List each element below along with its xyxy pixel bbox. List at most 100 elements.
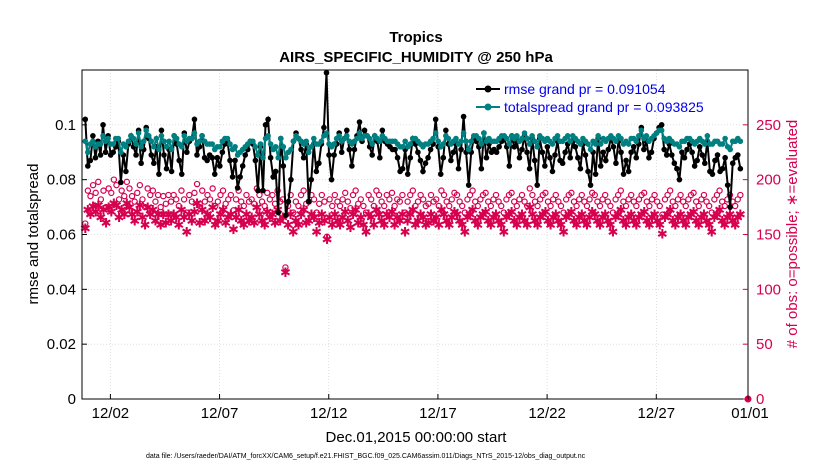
possible-obs-point <box>591 191 598 199</box>
totalspread-point <box>224 135 231 142</box>
evaluated-obs-point: ✱ <box>90 206 101 221</box>
totalspread-point <box>97 141 104 147</box>
evaluated-obs-point: ✱ <box>283 219 294 234</box>
evaluated-obs-point: ✱ <box>569 214 580 229</box>
evaluated-obs-point: ✱ <box>483 214 494 229</box>
totalspread-point <box>587 146 594 153</box>
evaluated-obs-point: ✱ <box>275 214 286 229</box>
evaluated-obs-point: ✱ <box>212 214 223 229</box>
totalspread-point <box>554 133 561 139</box>
rmse-point <box>440 154 447 161</box>
possible-obs-point <box>243 191 250 199</box>
evaluated-obs-point: ✱ <box>186 214 197 229</box>
totalspread-point <box>110 141 117 147</box>
rmse-point <box>377 154 383 161</box>
totalspread-point <box>148 138 155 145</box>
possible-obs-point <box>329 202 336 210</box>
evaluated-obs-point: ✱ <box>355 211 366 226</box>
possible-obs-point <box>435 202 443 210</box>
totalspread-point <box>82 138 89 145</box>
rmse-point <box>272 168 279 175</box>
possible-obs-point <box>459 202 466 210</box>
y2-tick-label: 50 <box>756 336 773 353</box>
evaluated-obs-point: ✱ <box>680 219 691 234</box>
rmse-point <box>422 160 429 167</box>
totalspread-point <box>506 141 513 147</box>
possible-obs-point <box>123 178 131 186</box>
evaluated-obs-point: ✱ <box>342 214 353 229</box>
evaluated-obs-point: ✱ <box>114 211 125 226</box>
rmse-point <box>133 152 139 158</box>
rmse-point <box>613 160 619 167</box>
rmse-point <box>702 160 708 167</box>
possible-obs-point <box>500 209 507 216</box>
evaluated-obs-point: ✱ <box>556 219 567 234</box>
evaluated-obs-point: ✱ <box>194 217 205 232</box>
evaluated-obs-point: ✱ <box>88 200 99 215</box>
evaluated-obs-point: ✱ <box>160 217 171 232</box>
possible-obs-point <box>401 209 409 216</box>
totalspread-point <box>196 138 203 145</box>
rmse-point <box>562 149 568 156</box>
possible-obs-point <box>492 191 500 199</box>
evaluated-obs-point: ✱ <box>324 211 335 226</box>
possible-obs-point <box>290 209 297 216</box>
rmse-point <box>549 168 556 175</box>
rmse-point <box>344 127 350 134</box>
possible-obs-point <box>721 202 728 210</box>
evaluated-obs-point: ✱ <box>280 266 291 281</box>
evaluated-obs-point: ✱ <box>215 208 226 223</box>
evaluated-obs-point: ✱ <box>725 208 736 223</box>
possible-obs-point <box>336 202 344 210</box>
y-tick-label: 0.08 <box>47 172 76 189</box>
rmse-point <box>102 149 109 156</box>
evaluated-obs-point: ✱ <box>660 211 671 226</box>
evaluated-obs-point: ✱ <box>82 203 93 218</box>
evaluated-obs-point: ✱ <box>197 203 208 218</box>
x-tick-label: 01/01 <box>731 405 769 422</box>
possible-obs-point <box>700 191 708 199</box>
rmse-point <box>351 146 358 153</box>
totalspread-point <box>252 143 259 150</box>
evaluated-obs-point: ✱ <box>106 206 117 221</box>
possible-obs-point <box>131 198 138 205</box>
rmse-point <box>184 149 190 156</box>
totalspread-point <box>163 143 170 150</box>
evaluated-obs-point: ✱ <box>98 203 109 218</box>
evaluated-obs-point: ✱ <box>127 208 138 223</box>
evaluated-obs-point: ✱ <box>480 206 491 221</box>
possible-obs-point <box>737 191 744 199</box>
evaluated-obs-point: ✱ <box>706 225 717 240</box>
totalspread-point <box>90 138 96 145</box>
rmse-point <box>321 124 327 131</box>
possible-obs-point <box>690 189 697 197</box>
possible-obs-point <box>542 189 549 197</box>
rmse-point <box>582 152 589 158</box>
rmse-point <box>252 157 259 164</box>
rmse-point <box>161 152 167 158</box>
evaluated-obs-point: ✱ <box>410 219 421 234</box>
evaluated-obs-point: ✱ <box>704 219 715 234</box>
evaluated-obs-point: ✱ <box>449 206 460 221</box>
rmse-point <box>539 149 546 156</box>
rmse-point <box>242 152 249 158</box>
totalspread-point <box>435 138 442 145</box>
totalspread-point <box>288 146 294 153</box>
rmse-point <box>684 146 690 153</box>
rmse-point <box>610 143 617 150</box>
legend-spread-label: totalspread grand pr = 0.093825 <box>504 99 704 115</box>
possible-obs-point <box>126 185 133 192</box>
possible-obs-point <box>191 189 198 197</box>
evaluated-obs-point: ✱ <box>179 211 190 226</box>
evaluated-obs-point: ✱ <box>670 219 681 234</box>
rmse-point <box>699 152 706 158</box>
evaluated-obs-point: ✱ <box>337 211 348 226</box>
totalspread-point <box>638 127 645 134</box>
possible-obs-point <box>469 187 476 194</box>
possible-obs-point <box>157 203 164 211</box>
y2-tick-label: 100 <box>756 281 781 298</box>
rmse-point <box>326 152 332 158</box>
possible-obs-point <box>659 211 666 218</box>
x-tick-label: 12/02 <box>92 405 130 422</box>
